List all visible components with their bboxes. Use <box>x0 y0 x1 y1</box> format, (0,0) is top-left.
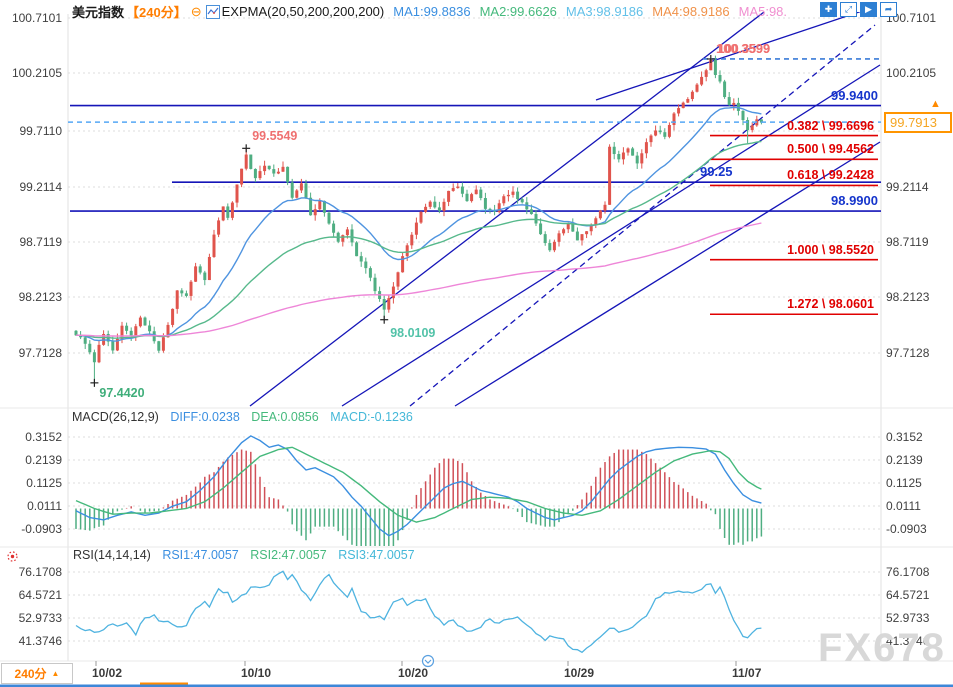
rsi1-value: RSI1:47.0057 <box>162 548 239 562</box>
rsi-name: RSI(14,14,14) <box>73 548 151 562</box>
ma4-value: MA4:98.9186 <box>652 4 730 19</box>
auto-scroll-icon[interactable]: ▶ <box>860 2 877 17</box>
ma3-value: MA3:98.9186 <box>565 4 644 19</box>
macd-diff-value: DIFF:0.0238 <box>170 410 240 424</box>
macd-macd-value: MACD:-0.1236 <box>330 410 413 424</box>
period-selector[interactable]: 240分 ▲ <box>1 663 73 684</box>
price-up-arrow-icon: ▲ <box>930 98 941 110</box>
ma5-value: MA5:98. <box>738 4 788 19</box>
indicator-chart-icon[interactable] <box>205 4 220 19</box>
alert-sun-icon[interactable] <box>4 548 21 570</box>
macd-name: MACD(26,12,9) <box>72 410 159 424</box>
rsi2-value: RSI2:47.0057 <box>250 548 327 562</box>
fit-axes-icon[interactable]: ⤢ <box>840 2 857 17</box>
current-price-value: 99.7913 <box>890 115 937 130</box>
pan-icon[interactable]: ✚ <box>820 2 837 17</box>
current-price-tag: 99.7913 <box>884 112 952 133</box>
chart-toolbar: ✚ ⤢ ▶ ➦ <box>817 2 897 17</box>
symbol-name: 美元指数 <box>72 5 125 20</box>
watermark: FX678 <box>818 626 946 670</box>
export-icon[interactable]: ➦ <box>880 2 897 17</box>
chart-header: 美元指数 【240分】 ⊖ EXPMA(20,50,200,200,200) M… <box>72 2 787 21</box>
indicator-name: EXPMA(20,50,200,200,200) <box>221 4 385 19</box>
ma2-value: MA2:99.6626 <box>479 4 557 19</box>
ma1-value: MA1:99.8836 <box>393 4 471 19</box>
period-label[interactable]: 【240分】 <box>126 5 187 20</box>
collapse-icon[interactable]: ⊖ <box>190 3 202 19</box>
macd-header: MACD(26,12,9) DIFF:0.0238 DEA:0.0856 MAC… <box>72 410 413 424</box>
period-selector-label: 240分 <box>14 667 47 681</box>
chevron-up-icon: ▲ <box>51 669 60 678</box>
rsi3-value: RSI3:47.0057 <box>338 548 415 562</box>
macd-dea-value: DEA:0.0856 <box>251 410 319 424</box>
rsi-header: RSI(14,14,14) RSI1:47.0057 RSI2:47.0057 … <box>73 548 415 562</box>
